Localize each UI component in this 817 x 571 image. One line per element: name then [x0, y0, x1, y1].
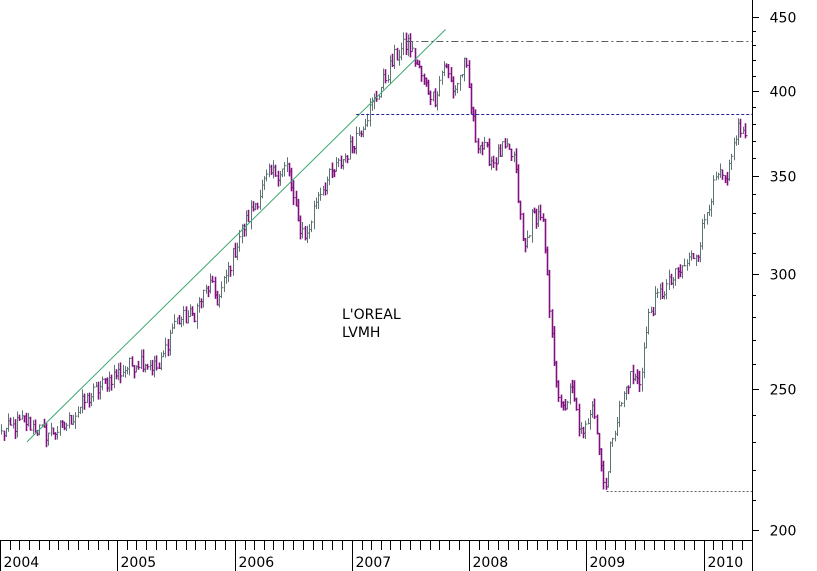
year-tick-label: 2009 — [590, 555, 626, 571]
price-tick-label: 450 — [770, 11, 797, 27]
time-axis: 2004 2005 2006 2007 2008 2009 2010 — [0, 540, 752, 571]
year-tick-label: 2007 — [356, 555, 392, 571]
label-loreal: L'OREAL — [342, 307, 401, 323]
price-tick-label: 250 — [770, 383, 797, 399]
price-tick-label: 300 — [770, 268, 797, 284]
price-tick-label: 350 — [770, 170, 797, 186]
year-tick-label: 2008 — [473, 555, 509, 571]
price-tick-label: 400 — [770, 85, 797, 101]
year-tick-label: 2010 — [708, 555, 744, 571]
year-tick-label: 2005 — [121, 555, 157, 571]
year-tick-label: 2004 — [4, 555, 40, 571]
price-axis: 200 250 300 350 400 450 — [752, 0, 796, 571]
plot-area — [1, 29, 752, 492]
support-trendline — [26, 29, 446, 443]
label-lvmh: LVMH — [342, 325, 380, 341]
price-tick-label: 200 — [770, 524, 797, 540]
year-tick-label: 2006 — [239, 555, 275, 571]
